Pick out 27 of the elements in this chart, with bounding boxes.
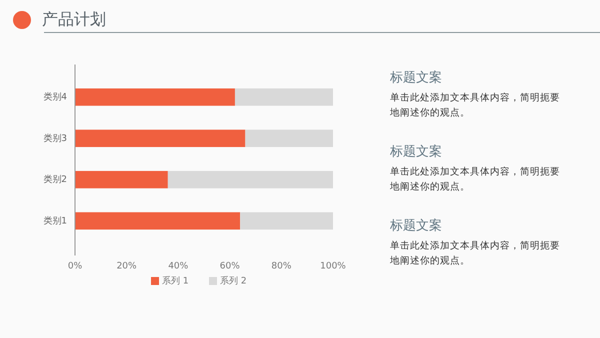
bar (234, 88, 333, 106)
legend-label: 系列 2 (220, 275, 247, 286)
legend-label: 系列 1 (162, 275, 189, 286)
y-tick-label: 类别4 (43, 92, 68, 103)
bar (75, 170, 168, 188)
bar (240, 212, 333, 230)
text: 标题文案 (389, 144, 442, 160)
text: 标题文案 (389, 218, 442, 234)
text: 单击此处添加文本具体内容，简明扼要地阐述你的观点。 (389, 92, 560, 119)
x-tick-label: 100% (320, 261, 346, 272)
text: 单击此处添加文本具体内容，简明扼要地阐述你的观点。 (389, 166, 560, 193)
bar (245, 130, 333, 148)
bar (75, 88, 235, 106)
bar (75, 130, 246, 148)
x-tick-label: 0% (68, 261, 83, 272)
chart-title: 产品计划 (42, 9, 106, 28)
x-tick-label: 60% (220, 261, 240, 272)
bar (168, 170, 333, 188)
y-tick-label: 类别3 (43, 132, 67, 144)
x-tick-label: 80% (271, 261, 292, 272)
y-tick-label: 类别2 (43, 174, 67, 186)
y-tick-label: 类别1 (43, 215, 67, 226)
bar (75, 212, 240, 230)
x-tick-label: 20% (116, 261, 138, 272)
text: 标题文案 (389, 70, 442, 86)
x-tick-label: 40% (168, 261, 189, 272)
text: 单击此处添加文本具体内容，简明扼要地阐述你的观点。 (389, 240, 560, 267)
